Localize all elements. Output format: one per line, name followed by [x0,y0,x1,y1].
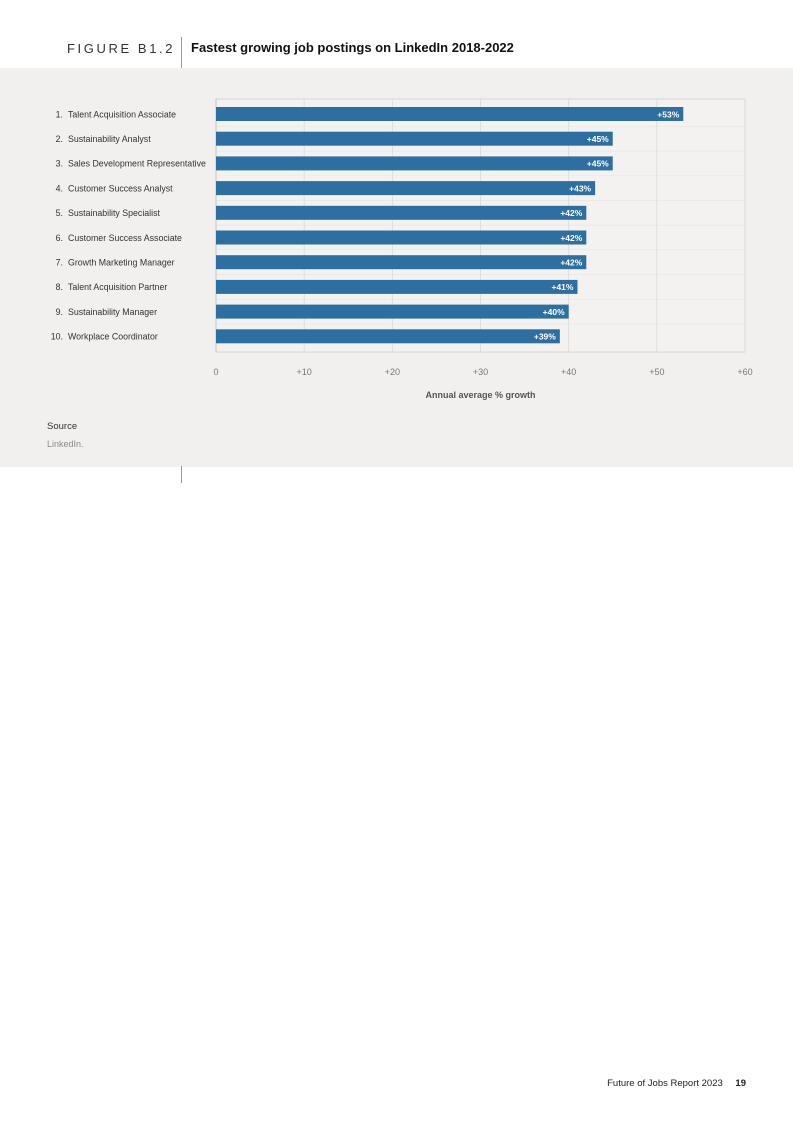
category-label: Talent Acquisition Associate [68,109,176,119]
category-labels: 1. Talent Acquisition Associate 2. Sustaina… [51,109,206,341]
rank-label: 7. [56,258,63,268]
figure-title: Fastest growing job postings on LinkedIn… [191,40,514,55]
bar-value-label: +40% [543,307,565,317]
bar-value-label: +43% [569,183,591,193]
rank-label: 3. [56,159,63,169]
x-tick-label: 0 [213,367,218,377]
category-label: Customer Success Analyst [68,183,173,193]
bar [216,230,587,245]
rank-label: 5. [56,208,63,218]
category-label: Growth Marketing Manager [68,258,175,268]
bar-chart: +53% +45% +45% +43% +42% +42% +42% +41% +40% +39%… [51,98,753,400]
source-label: Source [47,421,78,432]
bar-value-label: +42% [560,233,582,243]
figure-label: FIGURE B1.2 [67,41,176,56]
x-tick-label: +40 [561,367,576,377]
category-label: Customer Success Associate [68,233,182,243]
bar-value-label: +42% [560,258,582,268]
footer-divider [181,466,182,483]
bar [216,131,613,146]
rank-label: 10. [51,332,63,342]
x-tick-label: +30 [473,367,488,377]
category-label: Workplace Coordinator [68,332,158,342]
bar [216,255,587,270]
bar-value-label: +53% [657,109,679,119]
chart-panel: +53% +45% +45% +43% +42% +42% +42% +41% +40% +39%… [0,68,793,467]
bar [216,156,613,171]
rank-label: 8. [56,282,63,292]
x-tick-label: +50 [649,367,664,377]
rank-label: 1. [56,109,63,119]
bar-value-label: +41% [551,282,573,292]
bar-value-label: +45% [587,134,609,144]
x-tick-label: +20 [385,367,400,377]
bar [216,329,560,344]
page-number: 19 [735,1078,746,1089]
bar [216,181,596,196]
category-label: Talent Acquisition Partner [68,282,167,292]
bars: +53% +45% +45% +43% +42% +42% +42% +41% +40% +39% [216,107,684,344]
category-label: Sustainability Manager [68,307,157,317]
header-divider [181,37,182,68]
bar [216,107,684,121]
bar [216,205,587,220]
x-tick-label: +10 [297,367,312,377]
bar [216,279,578,294]
rank-label: 4. [56,183,63,193]
bar-value-label: +45% [587,159,609,169]
page-footer: Future of Jobs Report 2023 19 [607,1078,746,1089]
report-name: Future of Jobs Report 2023 [607,1078,723,1089]
rank-label: 6. [56,233,63,243]
rank-label: 2. [56,134,63,144]
rank-label: 9. [56,307,63,317]
category-label: Sustainability Specialist [68,208,160,218]
source-text: LinkedIn. [47,439,84,449]
x-tick-labels: 0 +10 +20 +30 +40 +50 +60 [213,367,752,377]
bar-value-label: +39% [534,332,556,342]
category-label: Sustainability Analyst [68,134,151,144]
x-axis-label: Annual average % growth [425,390,535,400]
category-label: Sales Development Representative [68,159,206,169]
x-tick-label: +60 [737,367,752,377]
bar-value-label: +42% [560,208,582,218]
bar [216,304,569,319]
